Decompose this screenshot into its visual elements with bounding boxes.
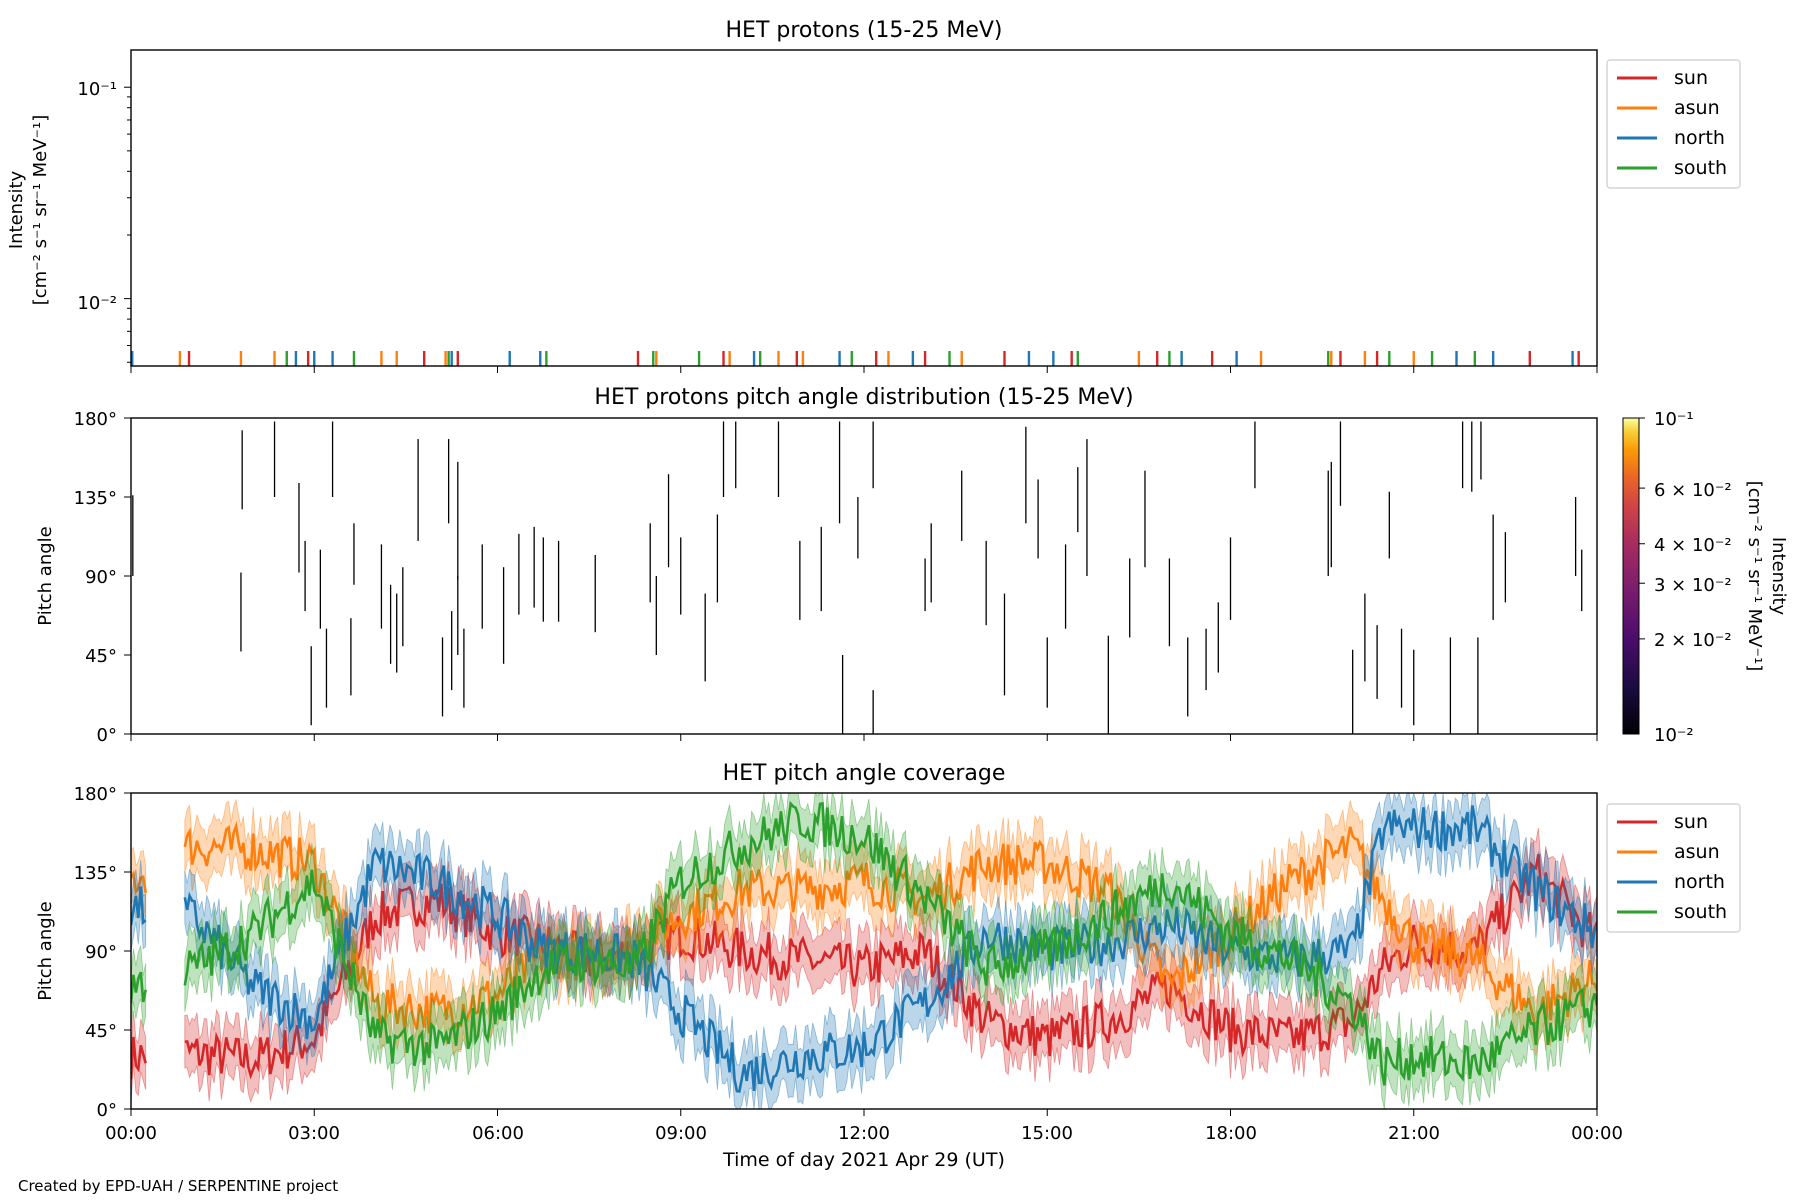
- panel2-axes: [124, 417, 1598, 741]
- xtick-0900: 09:00: [655, 1123, 707, 1144]
- band-sun-1: [184, 827, 1597, 1104]
- xtick-1500: 15:00: [1021, 1123, 1073, 1144]
- line-north-1: [183, 805, 1597, 1093]
- panel3-ytick-180: 180°: [74, 784, 117, 805]
- panel2-ylabel: Pitch angle: [35, 526, 56, 625]
- band-south-1: [184, 793, 1597, 1109]
- panel1-legend: sun asun north south: [1606, 59, 1741, 189]
- panel1-ylabel-line2: [cm⁻² s⁻¹ sr⁻¹ MeV⁻¹]: [30, 115, 51, 306]
- panel-intensity: HET protons (15-25 MeV) 10⁻¹ 10⁻² Intens…: [6, 18, 1741, 373]
- legend3-label-south: south: [1674, 901, 1727, 923]
- panel3-ytick-135: 135°: [74, 863, 117, 884]
- colorbar-tick-3: 3 × 10⁻²: [1654, 575, 1732, 596]
- xtick-0000: 00:00: [105, 1123, 157, 1144]
- xtick-2400: 00:00: [1571, 1123, 1623, 1144]
- panel1-title: HET protons (15-25 MeV): [726, 18, 1003, 43]
- panel2-ytick-45: 45°: [85, 646, 117, 667]
- panel2-ytick-0: 0°: [97, 725, 117, 746]
- panel3-title: HET pitch angle coverage: [723, 761, 1006, 786]
- xtick-0300: 03:00: [288, 1123, 340, 1144]
- panel2-ytick-180: 180°: [74, 409, 117, 430]
- xtick-2100: 21:00: [1388, 1123, 1440, 1144]
- footer-credit: Created by EPD-UAH / SERPENTINE project: [18, 1177, 339, 1195]
- xtick-1200: 12:00: [838, 1123, 890, 1144]
- colorbar-ticks: [1639, 417, 1645, 640]
- xtick-1800: 18:00: [1205, 1123, 1257, 1144]
- colorbar-tick-5: 10⁻²: [1654, 725, 1694, 746]
- colorbar: 10⁻¹ 6 × 10⁻² 4 × 10⁻² 3 × 10⁻² 2 × 10⁻²…: [1622, 409, 1789, 746]
- panel1-axes: [124, 86, 1598, 373]
- panel3-ytick-0: 0°: [97, 1100, 117, 1121]
- line-asun-0: [131, 870, 147, 896]
- band-south-0: [131, 945, 147, 1030]
- colorbar-label: Intensity: [1768, 537, 1789, 616]
- panel3-ylabel: Pitch angle: [35, 901, 56, 1000]
- xaxis-label: Time of day 2021 Apr 29 (UT): [722, 1149, 1005, 1171]
- colorbar-tick-2: 4 × 10⁻²: [1654, 535, 1732, 556]
- legend1-label-asun: asun: [1674, 97, 1720, 119]
- legend1-label-sun: sun: [1674, 67, 1708, 89]
- panel1-frame: [130, 49, 1598, 367]
- panel3-legend: sun asun north south: [1606, 803, 1741, 933]
- panel1-ytick-1: 10⁻²: [77, 293, 117, 314]
- line-sun-1: [184, 853, 1597, 1080]
- panel1-ytick-0: 10⁻¹: [77, 79, 117, 100]
- line-sun-0: [131, 1036, 147, 1080]
- panel3-axes: [124, 792, 1598, 1116]
- panel3-ytick-90: 90°: [85, 942, 117, 963]
- legend1-box: [1606, 59, 1741, 189]
- panel2-title: HET protons pitch angle distribution (15…: [594, 385, 1133, 410]
- line-north-0: [131, 886, 147, 926]
- coverage-series: [131, 793, 1597, 1109]
- line-south-1: [183, 800, 1597, 1086]
- colorbar-tick-0: 10⁻¹: [1654, 409, 1694, 430]
- intensity-spikes: [131, 351, 1580, 366]
- panel-coverage: HET pitch angle coverage 180° 135° 90° 4…: [35, 761, 1741, 1171]
- colorbar-units: [cm⁻² s⁻¹ sr⁻¹ MeV⁻¹]: [1744, 481, 1765, 672]
- line-asun-1: [183, 821, 1597, 1034]
- line-south-0: [131, 971, 147, 1004]
- legend3-label-north: north: [1674, 871, 1725, 893]
- legend1-label-south: south: [1674, 157, 1727, 179]
- panel3-ytick-45: 45°: [85, 1021, 117, 1042]
- panel2-ytick-135: 135°: [74, 488, 117, 509]
- legend3-box: [1606, 803, 1741, 933]
- legend1-label-north: north: [1674, 127, 1725, 149]
- colorbar-tick-1: 6 × 10⁻²: [1654, 480, 1732, 501]
- panel-pad: HET protons pitch angle distribution (15…: [35, 385, 1789, 746]
- colorbar-tick-4: 2 × 10⁻²: [1654, 630, 1732, 651]
- colorbar-gradient: [1622, 417, 1640, 735]
- pad-segments: [132, 421, 1583, 734]
- legend3-label-asun: asun: [1674, 841, 1720, 863]
- panel2-ytick-90: 90°: [85, 567, 117, 588]
- panel1-ylabel-line1: Intensity: [6, 170, 27, 249]
- legend3-label-sun: sun: [1674, 811, 1708, 833]
- xtick-0600: 06:00: [472, 1123, 524, 1144]
